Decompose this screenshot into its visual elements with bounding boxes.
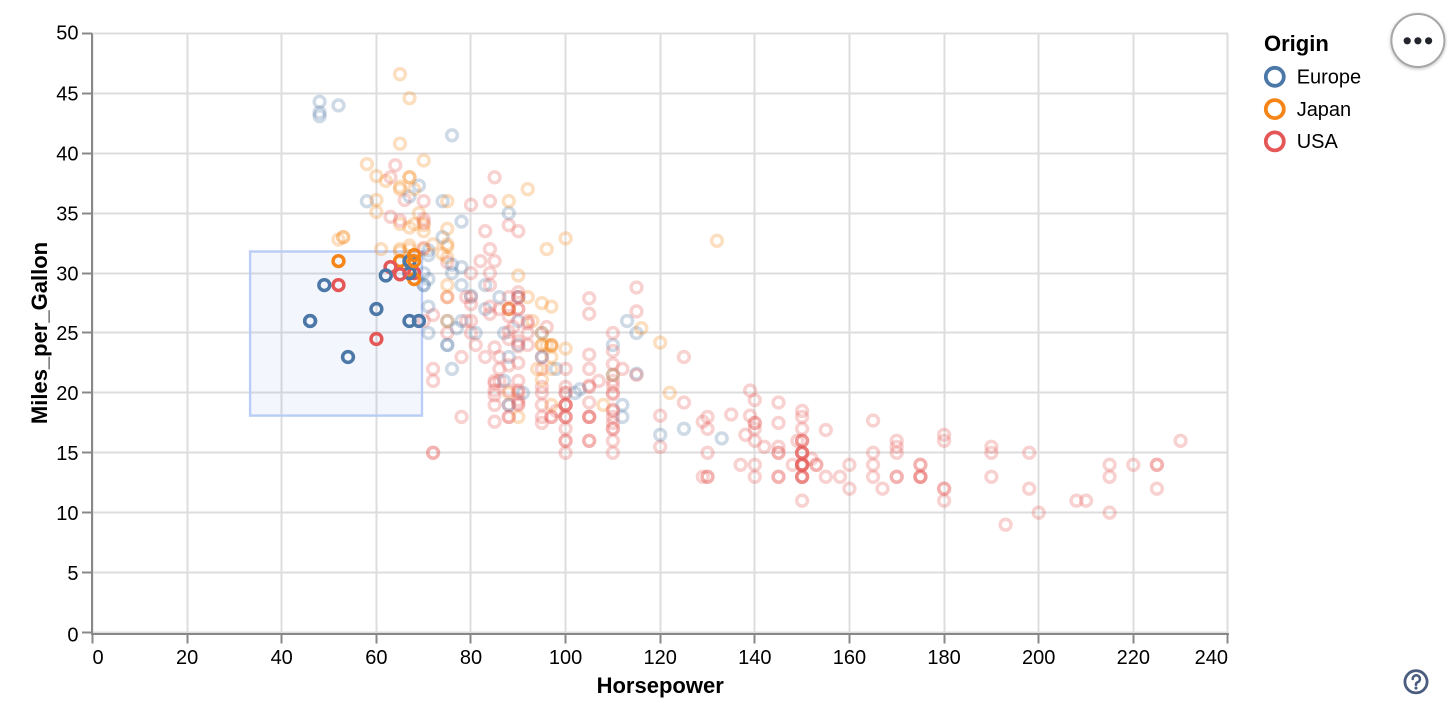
svg-text:Japan: Japan xyxy=(1297,99,1352,121)
svg-text:40: 40 xyxy=(56,144,78,166)
svg-text:200: 200 xyxy=(1022,647,1055,669)
svg-text:0: 0 xyxy=(67,625,78,647)
svg-text:10: 10 xyxy=(56,503,78,525)
svg-text:5: 5 xyxy=(67,563,78,585)
svg-text:20: 20 xyxy=(176,647,198,669)
svg-text:180: 180 xyxy=(927,647,960,669)
svg-text:120: 120 xyxy=(644,647,677,669)
svg-text:15: 15 xyxy=(56,443,78,465)
svg-text:Horsepower: Horsepower xyxy=(597,673,725,698)
svg-text:50: 50 xyxy=(56,23,78,45)
svg-text:220: 220 xyxy=(1117,647,1150,669)
svg-text:35: 35 xyxy=(56,203,78,225)
svg-text:60: 60 xyxy=(365,647,387,669)
svg-text:100: 100 xyxy=(549,647,582,669)
svg-text:160: 160 xyxy=(833,647,866,669)
svg-text:Origin: Origin xyxy=(1264,31,1329,56)
svg-text:0: 0 xyxy=(93,647,104,669)
svg-text:140: 140 xyxy=(738,647,771,669)
svg-text:40: 40 xyxy=(271,647,293,669)
svg-text:25: 25 xyxy=(56,323,78,345)
svg-text:USA: USA xyxy=(1297,131,1339,153)
svg-text:45: 45 xyxy=(56,84,78,106)
svg-text:30: 30 xyxy=(56,263,78,285)
svg-text:20: 20 xyxy=(56,383,78,405)
svg-text:Miles_per_Gallon: Miles_per_Gallon xyxy=(27,242,52,424)
svg-text:80: 80 xyxy=(460,647,482,669)
svg-text:240: 240 xyxy=(1195,647,1228,669)
svg-text:Europe: Europe xyxy=(1297,67,1362,89)
